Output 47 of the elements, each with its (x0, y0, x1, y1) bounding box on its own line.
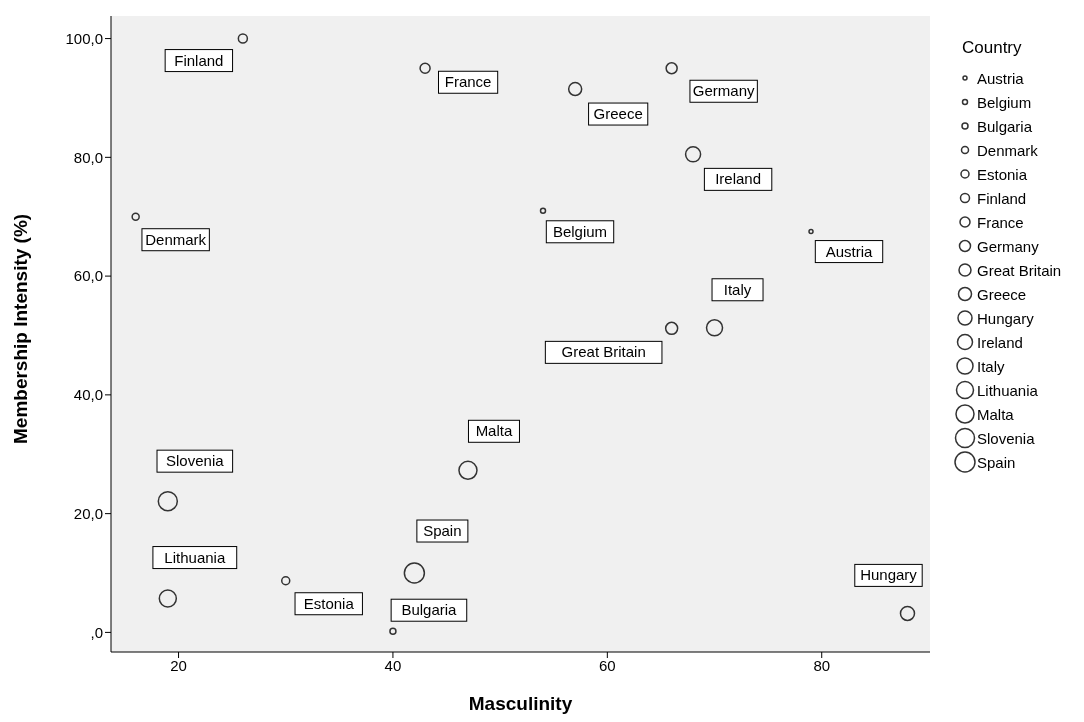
legend-label: Austria (977, 69, 1024, 87)
text: Austria (825, 242, 873, 260)
legend-label: Hungary (977, 309, 1034, 327)
x-tick-label: 20 (170, 656, 187, 674)
x-tick-label: 80 (813, 656, 831, 674)
text: Germany (692, 82, 755, 100)
legend-label: Finland (977, 189, 1027, 207)
legend-label: Estonia (977, 165, 1028, 183)
text: Bulgaria (401, 601, 457, 619)
text: France (444, 73, 492, 91)
text: Italy (723, 280, 752, 298)
legend-label: Great Britain (977, 261, 1062, 279)
x-tick-label: 40 (384, 656, 402, 674)
y-tick-label: 80,0 (73, 148, 103, 166)
y-tick-label: 20,0 (73, 504, 103, 522)
text: Lithuania (164, 548, 226, 566)
text: Belgium (552, 222, 608, 240)
legend-label: Belgium (977, 93, 1032, 111)
legend-label: Slovenia (977, 429, 1035, 447)
legend-label: Ireland (977, 333, 1023, 351)
legend-label: Malta (977, 405, 1014, 423)
legend-label: Germany (977, 237, 1039, 255)
text: Denmark (145, 230, 207, 248)
x-tick-label: 60 (598, 656, 616, 674)
y-tick-label: ,0 (90, 623, 103, 641)
text: Spain (423, 522, 462, 540)
text: Ireland (715, 170, 762, 188)
y-tick-label: 100,0 (65, 29, 103, 47)
text: Finland (174, 51, 224, 69)
legend-label: Spain (977, 453, 1016, 471)
y-axis-title: Membership Intensity (%) (9, 213, 31, 444)
text: Great Britain (561, 343, 646, 361)
text: Slovenia (166, 452, 224, 470)
text: Malta (475, 422, 513, 440)
y-tick-label: 60,0 (73, 267, 103, 285)
legend-label: Lithuania (977, 381, 1038, 399)
x-axis-title: Masculinity (468, 693, 573, 714)
legend-label: France (977, 213, 1024, 231)
legend-title: Country (962, 38, 1023, 58)
legend-label: Italy (977, 357, 1005, 375)
legend-label: Bulgaria (977, 117, 1033, 135)
legend-label: Greece (977, 285, 1027, 303)
legend-label: Denmark (977, 141, 1038, 159)
y-tick-label: 40,0 (73, 386, 103, 404)
text: Hungary (860, 566, 917, 584)
text: Estonia (303, 594, 354, 612)
text: Greece (593, 105, 643, 123)
